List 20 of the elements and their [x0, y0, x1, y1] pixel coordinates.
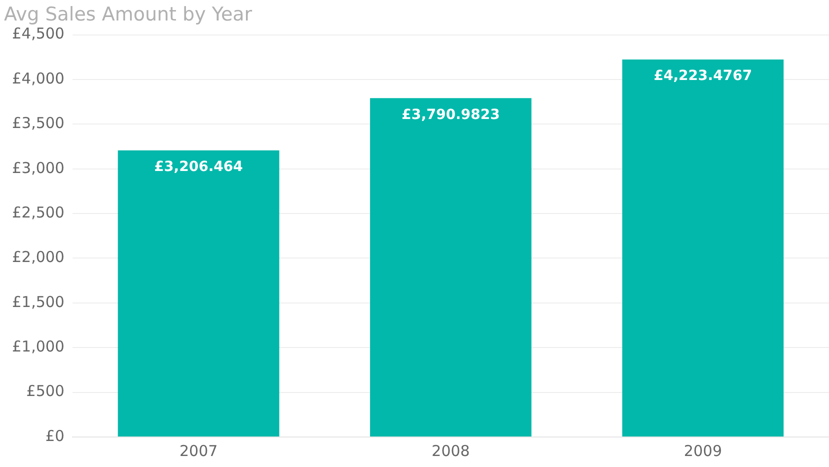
- bar: [118, 150, 280, 436]
- chart-title: Avg Sales Amount by Year: [4, 3, 252, 26]
- y-tick-label: £4,000: [12, 69, 64, 88]
- x-tick-label: 2009: [684, 442, 722, 460]
- bar: [370, 98, 532, 436]
- x-tick-label: 2007: [179, 442, 218, 460]
- y-tick-label: £2,500: [12, 203, 64, 222]
- data-label: £3,206.464: [154, 159, 244, 176]
- x-tick-label: 2008: [432, 442, 470, 460]
- data-label: £4,223.4767: [654, 68, 752, 84]
- y-tick-label: £3,500: [12, 114, 64, 132]
- y-tick-label: £1,500: [12, 292, 64, 311]
- y-tick-label: £500: [26, 382, 64, 400]
- y-tick-label: £0: [45, 426, 64, 445]
- y-tick-label: £1,000: [12, 338, 64, 356]
- y-tick-label: £4,500: [12, 24, 64, 43]
- data-label: £3,790.9823: [402, 106, 500, 123]
- bar: [622, 60, 784, 436]
- y-tick-label: £2,000: [12, 248, 64, 266]
- y-tick-label: £3,000: [12, 158, 64, 177]
